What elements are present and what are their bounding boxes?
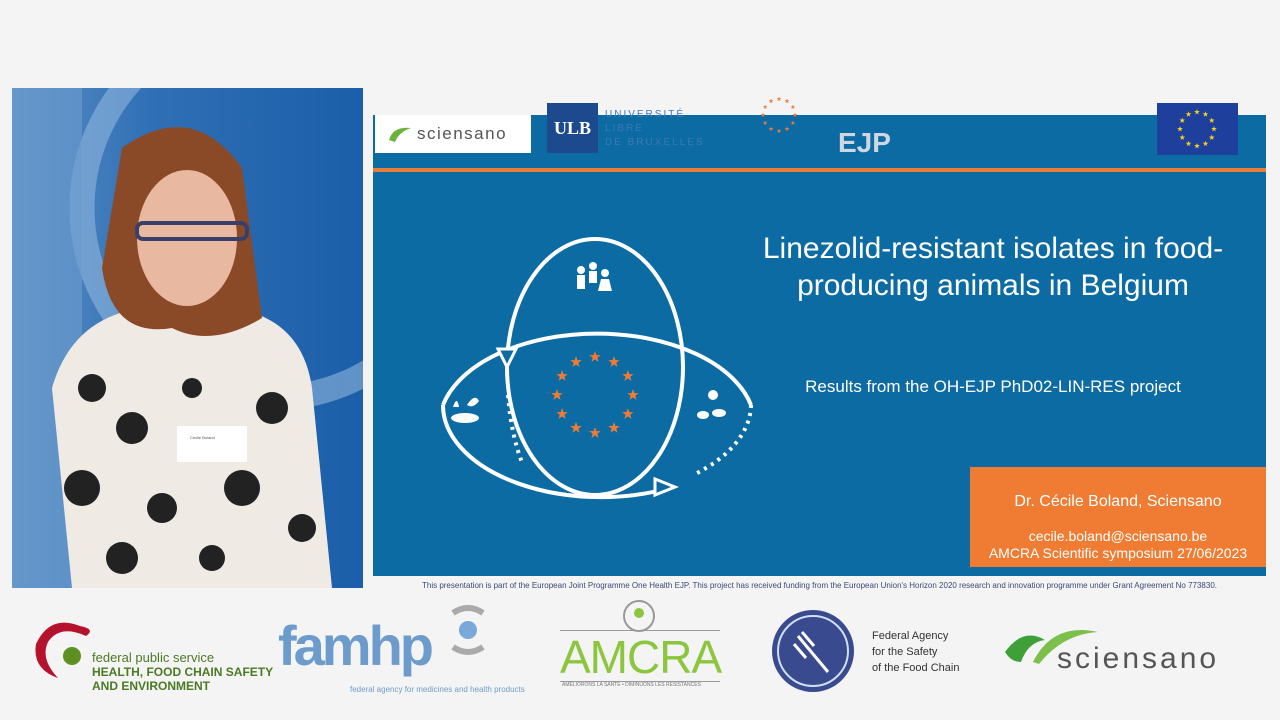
star-icon: [784, 98, 790, 104]
slide-title: Linezolid-resistant isolates in food-pro…: [762, 232, 1224, 302]
arrow-icon: [495, 347, 519, 371]
speaker-video-frame: [12, 88, 363, 588]
event-info: AMCRA Scientific symposium 27/06/2023: [988, 545, 1248, 561]
star-icon: [762, 104, 768, 109]
star-icon: [1208, 134, 1215, 140]
star-icon: [792, 112, 798, 117]
agriculture-icon: [451, 397, 479, 423]
fps-health-logo: federal public service HEALTH, FOOD CHAI…: [30, 614, 273, 693]
animals-icon: [697, 390, 726, 419]
ulb-logo: ULB: [547, 103, 598, 153]
star-icon: [622, 370, 634, 381]
star-icon: [589, 427, 601, 438]
star-icon: [622, 408, 634, 419]
author-box: Dr. Cécile Boland, Sciensano cecile.bola…: [970, 467, 1266, 567]
arrow-icon: [653, 476, 680, 498]
favv-logo: Federal Agency for the Safety of the Food …: [770, 608, 970, 693]
star-icon: [556, 370, 568, 381]
slide-subtitle: Results from the OH-EJP PhD02-LIN-RES pr…: [805, 377, 1181, 396]
star-icon: [776, 128, 782, 133]
star-icon: [1177, 126, 1183, 132]
star-icon: [784, 126, 790, 131]
sciensano-leaf-icon: [1005, 630, 1098, 664]
ejp-logo: EJP: [838, 127, 891, 158]
famhp-logo: famhp federal agency for medicines and h…: [278, 605, 528, 695]
sciensano-footer-logo: sciensano: [1003, 622, 1253, 682]
amcra-logo: AMCRA AMELIORONS LA SANTE • DIMINUONS LE…: [558, 598, 723, 693]
speaker-video: Cécile Boland: [12, 88, 363, 588]
name-badge: Cécile Boland: [190, 435, 215, 440]
star-icon: [776, 96, 782, 101]
star-icon: [551, 389, 563, 400]
star-icon: [768, 98, 774, 104]
star-icon: [762, 120, 768, 125]
eu-flag-icon: [1157, 103, 1238, 155]
star-icon: [1185, 140, 1192, 147]
eu-stars-ring: [551, 351, 639, 438]
star-icon: [790, 104, 796, 109]
author-name: Dr. Cécile Boland, Sciensano: [1014, 493, 1222, 510]
ulb-text: UNIVERSITÉ LIBRE DE BRUXELLES: [605, 109, 705, 148]
presentation-slide: sciensano ULB UNIVERSITÉ LIBRE DE BRUXELLE…: [373, 96, 1266, 576]
star-icon: [627, 389, 639, 400]
star-icon: [768, 126, 774, 131]
star-icon: [1208, 117, 1215, 123]
star-icon: [570, 421, 582, 433]
star-icon: [1185, 111, 1192, 117]
star-icon: [1179, 134, 1186, 140]
people-icon: [577, 262, 612, 291]
famhp-eye-icon: [451, 605, 485, 655]
sciensano-leaf-icon: [389, 127, 411, 142]
star-icon: [1202, 140, 1209, 147]
star-icon: [570, 356, 582, 367]
star-icon: [589, 351, 601, 362]
star-icon: [608, 356, 620, 367]
star-icon: [1194, 109, 1200, 115]
sciensano-logo: sciensano: [375, 115, 531, 153]
funding-footnote: This presentation is part of the Europea…: [421, 581, 1218, 590]
amcra-circle-icon: [623, 600, 655, 632]
star-icon: [790, 120, 796, 125]
star-icon: [760, 112, 766, 117]
fps-swirl-icon: [35, 622, 90, 678]
star-icon: [608, 421, 620, 433]
star-icon: [1202, 111, 1209, 117]
favv-emblem-icon: [772, 610, 854, 692]
header-divider: [373, 168, 1266, 172]
star-icon: [556, 408, 568, 419]
one-health-diagram: [440, 237, 753, 500]
author-email[interactable]: cecile.boland@sciensano.be: [1028, 528, 1208, 544]
star-icon: [1211, 126, 1217, 132]
star-icon: [1179, 117, 1186, 123]
ejp-stars-icon: [760, 96, 798, 133]
star-icon: [1194, 143, 1200, 149]
